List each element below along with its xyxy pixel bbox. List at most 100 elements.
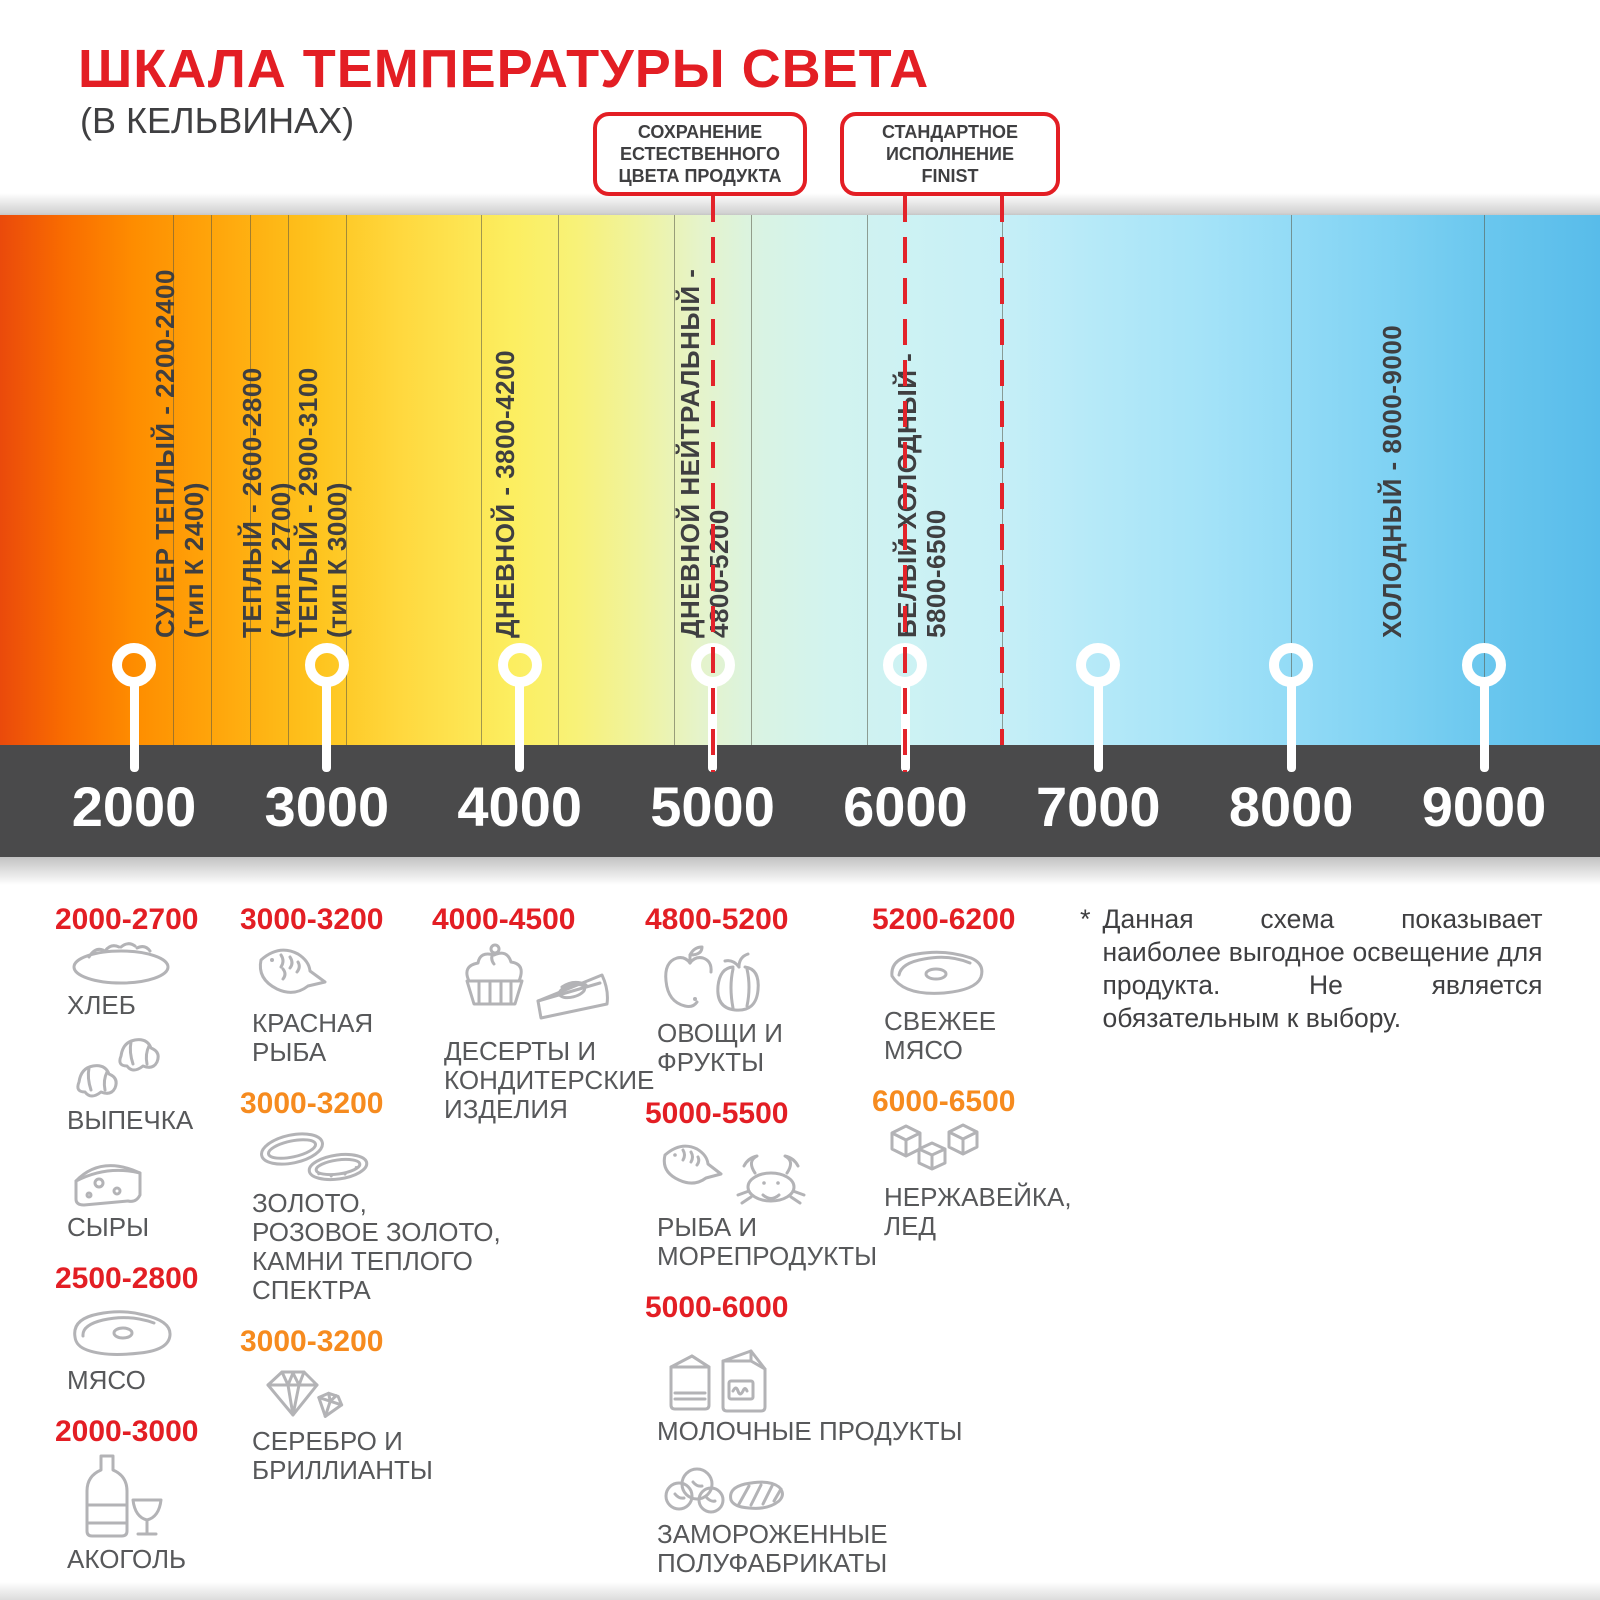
legend-item-label: МОЛОЧНЫЕ ПРОДУКТЫ [657, 1416, 963, 1446]
legend-item: РЫБА И МОРЕПРОДУКТЫ [645, 1135, 963, 1271]
axis-tick-label: 8000 [1228, 775, 1354, 838]
range-heading: 3000-3200 [240, 1087, 384, 1120]
kelvin-gridline [346, 215, 348, 745]
kelvin-gridline [674, 215, 675, 745]
scale-marker-ring [112, 643, 156, 687]
range-heading: 4000-4500 [432, 903, 576, 936]
scale-marker-stem [1479, 686, 1489, 772]
rings-icon [254, 1125, 501, 1185]
legend-item-label: ЗОЛОТО, РОЗОВОЕ ЗОЛОТО, КАМНИ ТЕПЛОГО СП… [252, 1188, 501, 1305]
legend-item: ДЕСЕРТЫ И КОНДИТЕРСКИЕ ИЗДЕЛИЯ [432, 941, 654, 1124]
highlight-dashed-line [999, 196, 1004, 745]
legend-item: НЕРЖАВЕЙКА, ЛЕД [872, 1123, 1072, 1241]
bread-icon [69, 941, 198, 987]
scale-marker-stem [322, 686, 332, 772]
milk-icon [659, 1329, 963, 1413]
legend-group: 2500-2800 МЯСО [55, 1264, 198, 1395]
cheese-icon [69, 1145, 198, 1209]
meat-icon [69, 1300, 198, 1362]
kelvin-axis-bar [0, 745, 1600, 857]
scale-marker-stem [1093, 686, 1103, 772]
legend-item: КРАСНАЯ РЫБА [240, 941, 501, 1067]
highlight-dashed-line [710, 196, 715, 772]
kelvin-gridline [172, 215, 174, 745]
legend-group: 3000-3200 СЕРЕБРО И БРИЛЛИАНТЫ [240, 1327, 501, 1485]
legend-group: 2000-3000 АКОГОЛЬ [55, 1417, 198, 1574]
legend-column: 5200-6200 СВЕЖЕЕ МЯСО 6000-6500 НЕРЖАВЕЙКА,… [872, 905, 1072, 1263]
legend-item: СВЕЖЕЕ МЯСО [872, 941, 1072, 1065]
kelvin-gradient-band: СУПЕР ТЕПЛЫЙ - 2200-2400 (тип К 2400) ТЕПЛ… [0, 215, 1600, 745]
range-heading: 5200-6200 [872, 903, 1016, 936]
footnote-asterisk: * [1080, 904, 1091, 934]
kelvin-gridline [751, 215, 753, 745]
kelvin-gridline [288, 215, 290, 745]
legend-item-label: НЕРЖАВЕЙКА, ЛЕД [884, 1182, 1072, 1241]
diamond-icon [254, 1363, 501, 1423]
range-heading: 5000-5500 [645, 1097, 789, 1130]
axis-tick-label: 3000 [264, 775, 390, 838]
axis-tick-label: 5000 [650, 775, 775, 838]
ice-icon [886, 1123, 1072, 1179]
kelvin-gridline [866, 215, 868, 745]
fish-icon [254, 941, 501, 1005]
scale-marker-stem [515, 686, 525, 772]
legend-item-label: СВЕЖЕЕ МЯСО [884, 1006, 997, 1065]
legend-group: 3000-3200 ЗОЛОТО, РОЗОВОЕ ЗОЛОТО, КАМНИ Т… [240, 1089, 501, 1305]
kelvin-gridline [481, 215, 483, 745]
kelvin-gridline [558, 215, 560, 745]
axis-tick-label: 4000 [457, 775, 582, 838]
callout-box: СТАНДАРТНОЕ ИСПОЛНЕНИЕ FINIST [840, 112, 1060, 196]
legend-group: 6000-6500 НЕРЖАВЕЙКА, ЛЕД [872, 1087, 1072, 1241]
legend-group: 5000-6000 МОЛОЧНЫЕ ПРОДУКТЫ ЗАМОРОЖЕННЫЕ П… [645, 1293, 963, 1578]
legend-column: 4800-5200 ОВОЩИ И ФРУКТЫ 5000-5500 РЫБА И М… [645, 905, 963, 1600]
range-heading: 2000-3000 [55, 1415, 199, 1448]
dessert-icon [446, 941, 654, 1033]
range-heading: 4800-5200 [645, 903, 789, 936]
scale-marker-ring [1269, 643, 1314, 687]
legend-item: ХЛЕБ [55, 941, 198, 1020]
legend-column: 3000-3200 КРАСНАЯ РЫБА 3000-3200 ЗОЛОТО, РО… [240, 905, 501, 1507]
scale-marker-ring [497, 643, 542, 687]
page-title: ШКАЛА ТЕМПЕРАТУРЫ СВЕТА [78, 39, 930, 99]
legend-group: 2000-2700 ХЛЕБ ВЫПЕЧКА СЫРЫ [55, 905, 198, 1242]
legend-item: МОЛОЧНЫЕ ПРОДУКТЫ [645, 1329, 963, 1446]
scale-marker-ring [1462, 643, 1506, 687]
legend-group: 4000-4500 ДЕСЕРТЫ И КОНДИТЕРСКИЕ ИЗДЕЛИЯ [432, 905, 654, 1124]
legend-item-label: РЫБА И МОРЕПРОДУКТЫ [657, 1212, 878, 1271]
legend-group: 3000-3200 КРАСНАЯ РЫБА [240, 905, 501, 1067]
legend-group: 5200-6200 СВЕЖЕЕ МЯСО [872, 905, 1072, 1065]
legend-column: 4000-4500 ДЕСЕРТЫ И КОНДИТЕРСКИЕ ИЗДЕЛИЯ [432, 905, 654, 1146]
legend-item-label: АКОГОЛЬ [67, 1544, 187, 1574]
callout-box: СОХРАНЕНИЕ ЕСТЕСТВЕННОГО ЦВЕТА ПРОДУКТА [593, 112, 807, 196]
range-heading: 6000-6500 [872, 1085, 1016, 1118]
highlight-dashed-line [903, 196, 908, 772]
range-heading: 5000-6000 [645, 1291, 789, 1324]
fresh-meat-icon [886, 941, 1072, 1003]
legend-item: ЗОЛОТО, РОЗОВОЕ ЗОЛОТО, КАМНИ ТЕПЛОГО СП… [240, 1125, 501, 1305]
kelvin-gridline [211, 215, 213, 745]
legend-group: 5000-5500 РЫБА И МОРЕПРОДУКТЫ [645, 1099, 963, 1271]
axis-tick-label: 6000 [843, 775, 968, 838]
page-edge-shadow [0, 1582, 1600, 1600]
frozen-icon [659, 1456, 963, 1516]
page-subtitle: (В КЕЛЬВИНАХ) [80, 100, 355, 141]
scale-marker-ring [1076, 643, 1121, 687]
seafood-icon [659, 1135, 963, 1209]
legend-item-label: ЗАМОРОЖЕННЫЕ ПОЛУФАБРИКАТЫ [657, 1519, 888, 1578]
legend-item: МЯСО [55, 1300, 198, 1395]
axis-tick-label: 2000 [71, 775, 197, 838]
legend-item: АКОГОЛЬ [55, 1453, 198, 1574]
produce-icon [659, 941, 963, 1015]
alcohol-icon [69, 1453, 198, 1541]
legend-item-label: ХЛЕБ [67, 990, 136, 1020]
scale-marker-stem [1286, 686, 1296, 772]
range-heading: 3000-3200 [240, 1325, 384, 1358]
footnote: * Данная схема показывает наиболее выгод… [1080, 903, 1550, 1035]
range-heading: 2000-2700 [55, 903, 199, 936]
range-heading: 3000-3200 [240, 903, 384, 936]
legend-item-label: КРАСНАЯ РЫБА [252, 1008, 374, 1067]
legend-item: ВЫПЕЧКА [55, 1030, 198, 1135]
legend-item: СЕРЕБРО И БРИЛЛИАНТЫ [240, 1363, 501, 1485]
